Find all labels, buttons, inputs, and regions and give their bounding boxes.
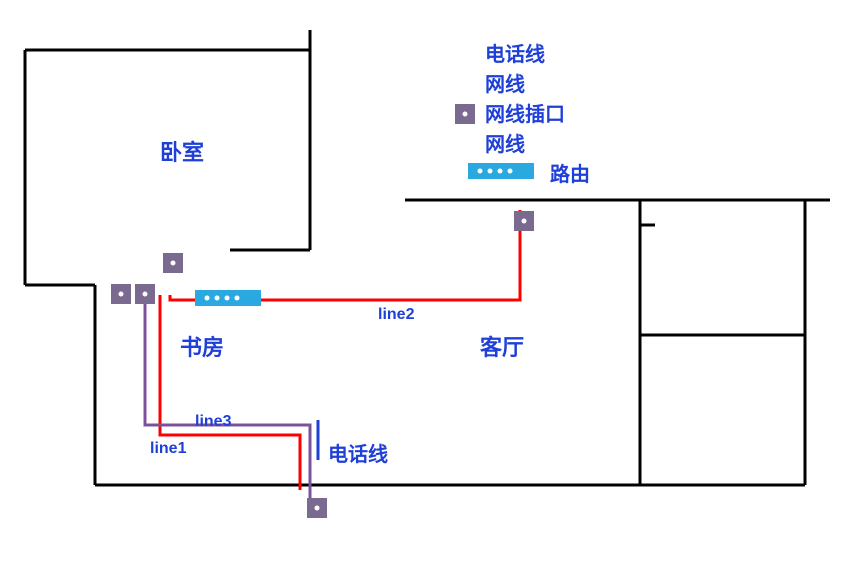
socket-icon <box>135 284 155 304</box>
line-label: line1 <box>150 440 186 458</box>
room-label: 客厅 <box>480 330 524 362</box>
socket-icon <box>455 104 475 124</box>
routers-group <box>195 163 534 306</box>
socket-icon <box>514 211 534 231</box>
router-icon <box>195 290 261 306</box>
room-label: 卧室 <box>160 135 204 167</box>
router-icon <box>468 163 534 179</box>
cable-red <box>160 295 300 490</box>
legend-label: 电话线 <box>485 38 545 67</box>
floorplan-svg <box>0 0 850 567</box>
line-label: line2 <box>378 306 414 324</box>
cable-red <box>170 210 520 300</box>
legend-label: 网线 <box>485 68 525 97</box>
room-label: 书房 <box>180 330 224 362</box>
socket-icon <box>307 498 327 518</box>
legend-label: 网线插口 <box>485 98 565 127</box>
legend-label: 网线 <box>485 128 525 157</box>
line-label: line3 <box>195 413 231 431</box>
cable-purple-group <box>139 290 310 500</box>
legend-label: 路由 <box>550 158 590 187</box>
socket-icon <box>111 284 131 304</box>
socket-icon <box>163 253 183 273</box>
legend-label: 电话线 <box>328 438 388 467</box>
cable-purple <box>145 295 310 500</box>
